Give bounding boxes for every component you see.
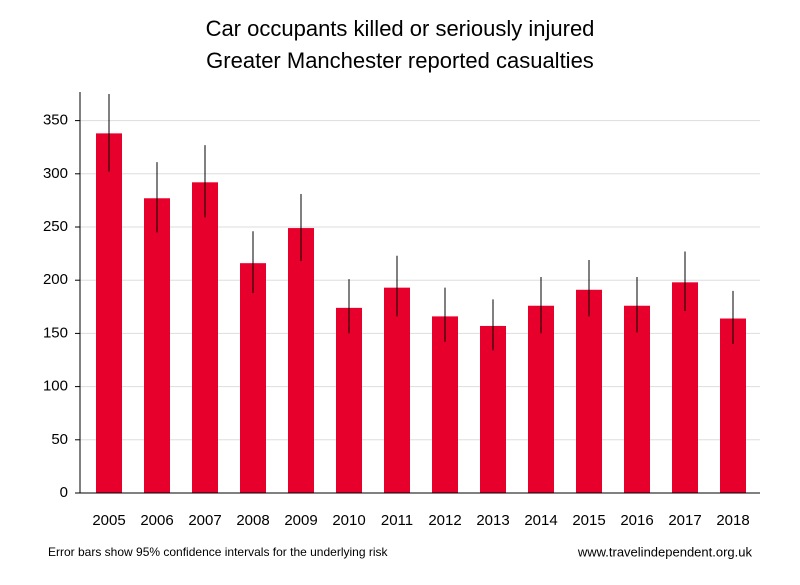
x-tick-label: 2005 — [92, 512, 125, 529]
x-tick-label: 2010 — [332, 512, 365, 529]
x-tick-label: 2017 — [668, 512, 701, 529]
bar — [288, 228, 314, 493]
bar — [240, 263, 266, 493]
x-tick-label: 2007 — [188, 512, 221, 529]
bar — [528, 305, 554, 493]
x-tick-label: 2008 — [236, 512, 269, 529]
bar — [672, 282, 698, 493]
bar — [720, 318, 746, 493]
y-tick-label: 50 — [51, 431, 68, 448]
y-tick-label: 350 — [43, 112, 68, 129]
y-tick-label: 200 — [43, 271, 68, 288]
chart-title: Car occupants killed or seriously injure… — [206, 16, 595, 41]
bar — [432, 316, 458, 493]
x-tick-label: 2016 — [620, 512, 653, 529]
chart-subtitle: Greater Manchester reported casualties — [206, 48, 594, 73]
source: www.travelindependent.org.uk — [577, 544, 753, 559]
bar — [576, 289, 602, 493]
y-tick-label: 0 — [60, 484, 68, 501]
y-tick-label: 300 — [43, 165, 68, 182]
x-tick-label: 2013 — [476, 512, 509, 529]
y-tick-label: 250 — [43, 218, 68, 235]
bar — [96, 133, 122, 494]
bar — [192, 182, 218, 493]
x-tick-label: 2014 — [524, 512, 557, 529]
x-tick-label: 2009 — [284, 512, 317, 529]
x-tick-label: 2012 — [428, 512, 461, 529]
y-tick-label: 100 — [43, 378, 68, 395]
x-tick-label: 2018 — [716, 512, 749, 529]
bar — [144, 198, 170, 493]
bar — [480, 325, 506, 493]
bar — [336, 307, 362, 493]
x-tick-label: 2006 — [140, 512, 173, 529]
x-tick-label: 2011 — [381, 512, 413, 529]
note: Error bars show 95% confidence intervals… — [48, 545, 388, 559]
bar — [624, 305, 650, 493]
bar — [384, 287, 410, 493]
x-tick-label: 2015 — [572, 512, 605, 529]
y-tick-label: 150 — [43, 324, 68, 341]
